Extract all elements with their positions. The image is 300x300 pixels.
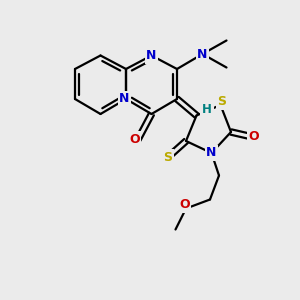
Text: O: O (248, 130, 259, 143)
Text: S: S (164, 151, 172, 164)
Text: S: S (218, 95, 226, 108)
Text: N: N (119, 92, 130, 106)
Text: H: H (202, 103, 212, 116)
Text: N: N (206, 146, 217, 160)
Text: O: O (129, 133, 140, 146)
Text: N: N (197, 47, 208, 61)
Text: O: O (179, 198, 190, 212)
Text: N: N (146, 49, 157, 62)
